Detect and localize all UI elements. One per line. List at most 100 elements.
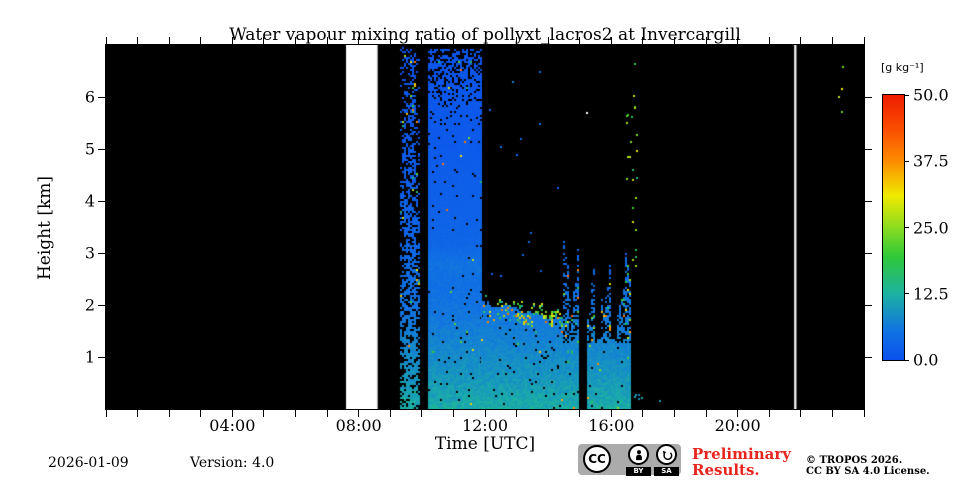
colorbar-tick-label: 37.5 — [913, 151, 949, 171]
x-tick — [579, 410, 581, 417]
x-tick-top — [768, 37, 770, 44]
y-tick — [98, 148, 105, 150]
colorbar-tick-label: 25.0 — [913, 218, 949, 237]
x-tick-top — [863, 37, 865, 44]
by-person-icon — [628, 444, 649, 465]
cc-license-badge: CC BY SA — [578, 444, 681, 476]
copyright-line1: © TROPOS 2026. — [806, 455, 903, 466]
x-tick-top — [674, 37, 675, 44]
x-tick-top — [800, 37, 802, 44]
x-tick — [800, 410, 802, 417]
x-tick-top — [200, 37, 202, 44]
x-tick — [516, 410, 518, 417]
x-tick-label: 20:00 — [714, 416, 761, 435]
x-tick — [421, 410, 423, 417]
x-tick-top — [137, 37, 139, 44]
x-tick-top — [516, 37, 518, 44]
x-tick — [168, 410, 170, 417]
y-tick-label: 2 — [84, 295, 95, 315]
x-tick-top — [484, 37, 486, 44]
x-tick-top — [705, 37, 707, 44]
x-tick — [295, 410, 296, 417]
x-tick — [705, 410, 707, 417]
y-tick — [98, 200, 105, 202]
x-axis-label: Time [UTC] — [434, 434, 536, 454]
x-tick-top — [452, 37, 454, 44]
y-tick-label: 4 — [84, 191, 95, 211]
copyright-note: © TROPOS 2026. CC BY SA 4.0 License. — [806, 455, 930, 477]
x-tick-top — [326, 37, 328, 44]
x-tick-top — [831, 37, 833, 44]
colorbar-tick-label: 50.0 — [913, 85, 949, 105]
x-tick-top — [389, 37, 391, 44]
x-tick — [768, 410, 770, 417]
plot-title: Water vapour mixing ratio of pollyxt_lac… — [229, 25, 741, 45]
x-tick-top — [168, 37, 170, 44]
sa-arrow-icon — [656, 444, 677, 465]
x-tick-top — [358, 37, 360, 44]
colorbar — [882, 94, 905, 361]
y-tick — [98, 356, 105, 358]
x-tick — [358, 410, 360, 417]
x-tick-top — [295, 37, 296, 44]
y-tick-right — [865, 96, 872, 98]
x-tick-top — [231, 37, 233, 44]
footer-date: 2026-01-09 — [48, 455, 129, 471]
preliminary-results-note: Preliminary Results. — [692, 446, 791, 478]
preliminary-line1: Preliminary — [692, 445, 791, 463]
colorbar-tick — [904, 293, 909, 295]
x-tick — [863, 410, 865, 417]
colorbar-tick — [904, 359, 909, 361]
x-tick — [831, 410, 833, 417]
preliminary-line2: Results. — [692, 461, 760, 479]
x-tick-top — [642, 37, 644, 44]
x-tick — [642, 410, 644, 417]
cc-icon-text: CC — [588, 452, 606, 466]
x-tick-top — [579, 37, 581, 44]
x-tick-top — [105, 37, 107, 44]
colorbar-tick-label: 12.5 — [913, 284, 949, 304]
x-tick — [484, 410, 486, 417]
y-tick-label: 3 — [84, 243, 95, 263]
copyright-line2: CC BY SA 4.0 License. — [806, 466, 930, 477]
y-tick — [98, 304, 105, 306]
y-tick — [98, 96, 105, 98]
y-tick-right — [865, 252, 872, 254]
y-tick-right — [865, 356, 872, 358]
x-tick-label: 08:00 — [335, 416, 382, 435]
x-tick-top — [263, 37, 265, 44]
x-tick-label: 16:00 — [588, 416, 635, 435]
x-tick-top — [610, 37, 612, 44]
y-tick-label: 5 — [84, 139, 95, 159]
colorbar-label: [g kg⁻¹] — [881, 61, 924, 74]
x-tick-top — [737, 37, 739, 44]
x-tick-label: 04:00 — [209, 416, 256, 435]
x-tick — [263, 410, 265, 417]
x-tick-top — [547, 37, 549, 44]
x-tick-label: 12:00 — [461, 416, 509, 435]
y-tick-right — [865, 148, 872, 150]
colorbar-gradient — [883, 95, 904, 360]
colorbar-tick — [904, 94, 909, 96]
x-tick — [547, 410, 549, 417]
y-axis-label: Height [km] — [35, 175, 55, 281]
x-tick — [737, 410, 739, 417]
x-tick — [610, 410, 612, 417]
x-tick-top — [421, 37, 423, 44]
y-tick-right — [865, 200, 872, 202]
x-tick — [326, 410, 328, 417]
x-tick — [231, 410, 233, 417]
x-tick — [137, 410, 139, 417]
colorbar-tick-label: 0.0 — [913, 350, 939, 370]
x-tick — [389, 410, 391, 417]
cc-icon: CC — [583, 445, 611, 473]
colorbar-tick — [904, 160, 909, 162]
y-tick-right — [865, 304, 872, 306]
footer-version: Version: 4.0 — [190, 455, 275, 471]
heatmap-canvas — [106, 45, 864, 409]
by-label: BY — [626, 467, 651, 476]
x-tick — [452, 410, 454, 417]
y-tick — [98, 252, 105, 254]
x-tick — [105, 410, 107, 417]
